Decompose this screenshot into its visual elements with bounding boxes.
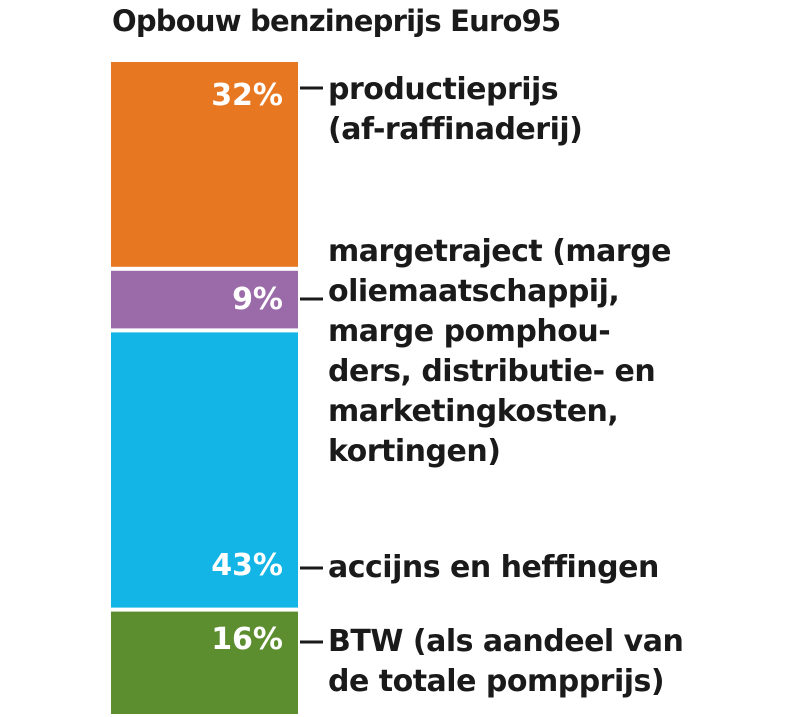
chart-title: Opbouw benzineprijs Euro95 [112,4,561,38]
bar-segment-margetraject [111,270,298,329]
category-label-margetraject: margetraject (marge oliemaatschappij, ma… [328,234,672,469]
value-label-accijns: 43% [211,548,283,583]
value-label-productieprijs: 32% [211,78,283,113]
bar-segment-accijns [111,332,298,608]
value-label-margetraject: 9% [232,282,283,317]
bar-segment-productieprijs [111,62,298,267]
category-label-accijns: accijns en heffingen [328,550,659,585]
bar-segment-btw [111,611,298,714]
category-label-productieprijs: productieprijs (af-raffinaderij) [328,72,583,147]
value-label-btw: 16% [211,622,283,657]
category-label-btw: BTW (als aandeel van de totale pompprijs… [328,624,684,699]
